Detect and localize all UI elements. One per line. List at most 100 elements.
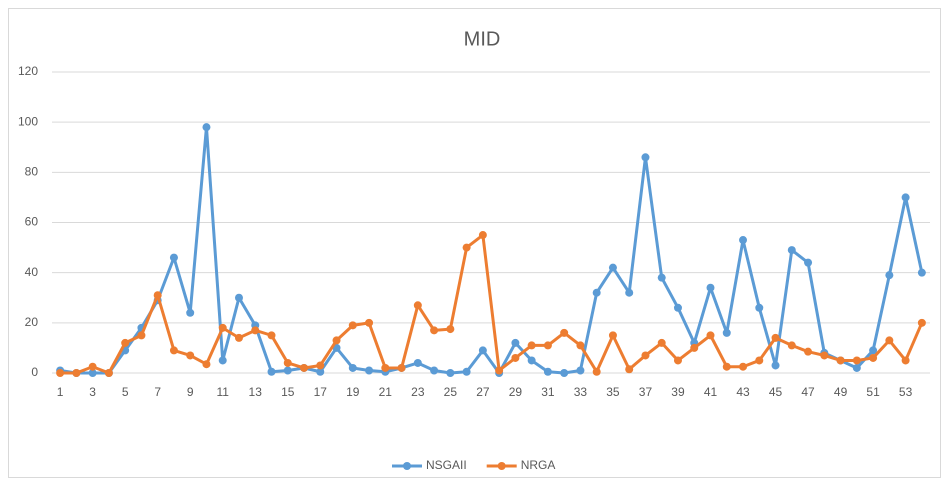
point (202, 123, 211, 132)
point (186, 351, 195, 360)
point (495, 366, 504, 375)
point (186, 308, 195, 317)
x-tick-label: 3 (89, 385, 96, 399)
point (478, 231, 487, 240)
point (673, 356, 682, 365)
point (446, 369, 455, 377)
point (690, 343, 699, 352)
point (348, 321, 357, 330)
point (316, 367, 325, 376)
point (104, 369, 113, 377)
point (901, 356, 910, 365)
point (869, 346, 878, 355)
x-tick-label: 13 (249, 385, 263, 399)
point (592, 288, 601, 297)
point (576, 341, 585, 350)
x-tick-label: 45 (769, 385, 783, 399)
point (218, 356, 227, 365)
point (804, 347, 813, 356)
point (251, 326, 260, 335)
x-tick-label: 25 (444, 385, 458, 399)
point (397, 363, 406, 372)
point (885, 336, 894, 345)
point (787, 246, 796, 255)
point (885, 271, 894, 280)
point (88, 369, 97, 377)
point (169, 253, 178, 262)
point (625, 288, 634, 297)
point (722, 362, 731, 371)
x-tick-label: 49 (834, 385, 848, 399)
x-tick-label: 37 (639, 385, 653, 399)
point (608, 331, 617, 340)
point (283, 358, 292, 367)
point (641, 351, 650, 360)
point (755, 356, 764, 365)
y-tick-label: 20 (25, 315, 39, 329)
point (852, 363, 861, 372)
x-tick-label: 35 (606, 385, 620, 399)
point (771, 333, 780, 342)
point (527, 356, 536, 365)
chart-title: MID (464, 28, 501, 50)
x-tick-label: 39 (671, 385, 685, 399)
point (72, 369, 81, 377)
point (560, 328, 569, 337)
point (88, 362, 97, 371)
x-tick-label: 5 (122, 385, 129, 399)
point (121, 338, 130, 347)
point (739, 362, 748, 371)
x-tick-label: 53 (899, 385, 913, 399)
point (234, 293, 243, 302)
x-tick-label: 43 (736, 385, 750, 399)
y-tick-label: 100 (18, 114, 38, 128)
x-tick-label: 33 (574, 385, 588, 399)
point (462, 243, 471, 252)
point (365, 318, 374, 327)
point (917, 268, 926, 277)
x-tick-label: 1 (57, 385, 64, 399)
point (316, 361, 325, 370)
point (153, 291, 162, 300)
x-tick-label: 41 (704, 385, 718, 399)
point (234, 333, 243, 342)
legend-label: NSGAII (426, 458, 467, 472)
point (820, 351, 829, 360)
x-tick-label: 31 (541, 385, 555, 399)
x-tick-label: 47 (801, 385, 815, 399)
point (543, 367, 552, 376)
point (446, 325, 455, 334)
point (836, 356, 845, 365)
point (917, 318, 926, 327)
point (462, 367, 471, 376)
y-tick-label: 80 (25, 165, 39, 179)
legend-label: NRGA (521, 458, 556, 472)
point (511, 338, 520, 347)
x-tick-label: 51 (866, 385, 880, 399)
point (169, 346, 178, 355)
point (413, 358, 422, 367)
point (592, 367, 601, 376)
point (625, 365, 634, 374)
point (413, 301, 422, 310)
y-tick-label: 120 (18, 64, 38, 78)
point (787, 341, 796, 350)
point (430, 326, 439, 335)
point (267, 331, 276, 340)
point (608, 263, 617, 272)
point (852, 356, 861, 365)
legend-marker (403, 462, 411, 470)
y-tick-label: 60 (25, 215, 39, 229)
point (706, 283, 715, 292)
point (218, 323, 227, 332)
point (576, 366, 585, 375)
point (56, 369, 65, 377)
point (137, 331, 146, 340)
point (641, 153, 650, 162)
x-tick-label: 15 (281, 385, 295, 399)
point (300, 363, 309, 372)
point (267, 367, 276, 376)
point (657, 338, 666, 347)
point (478, 346, 487, 355)
